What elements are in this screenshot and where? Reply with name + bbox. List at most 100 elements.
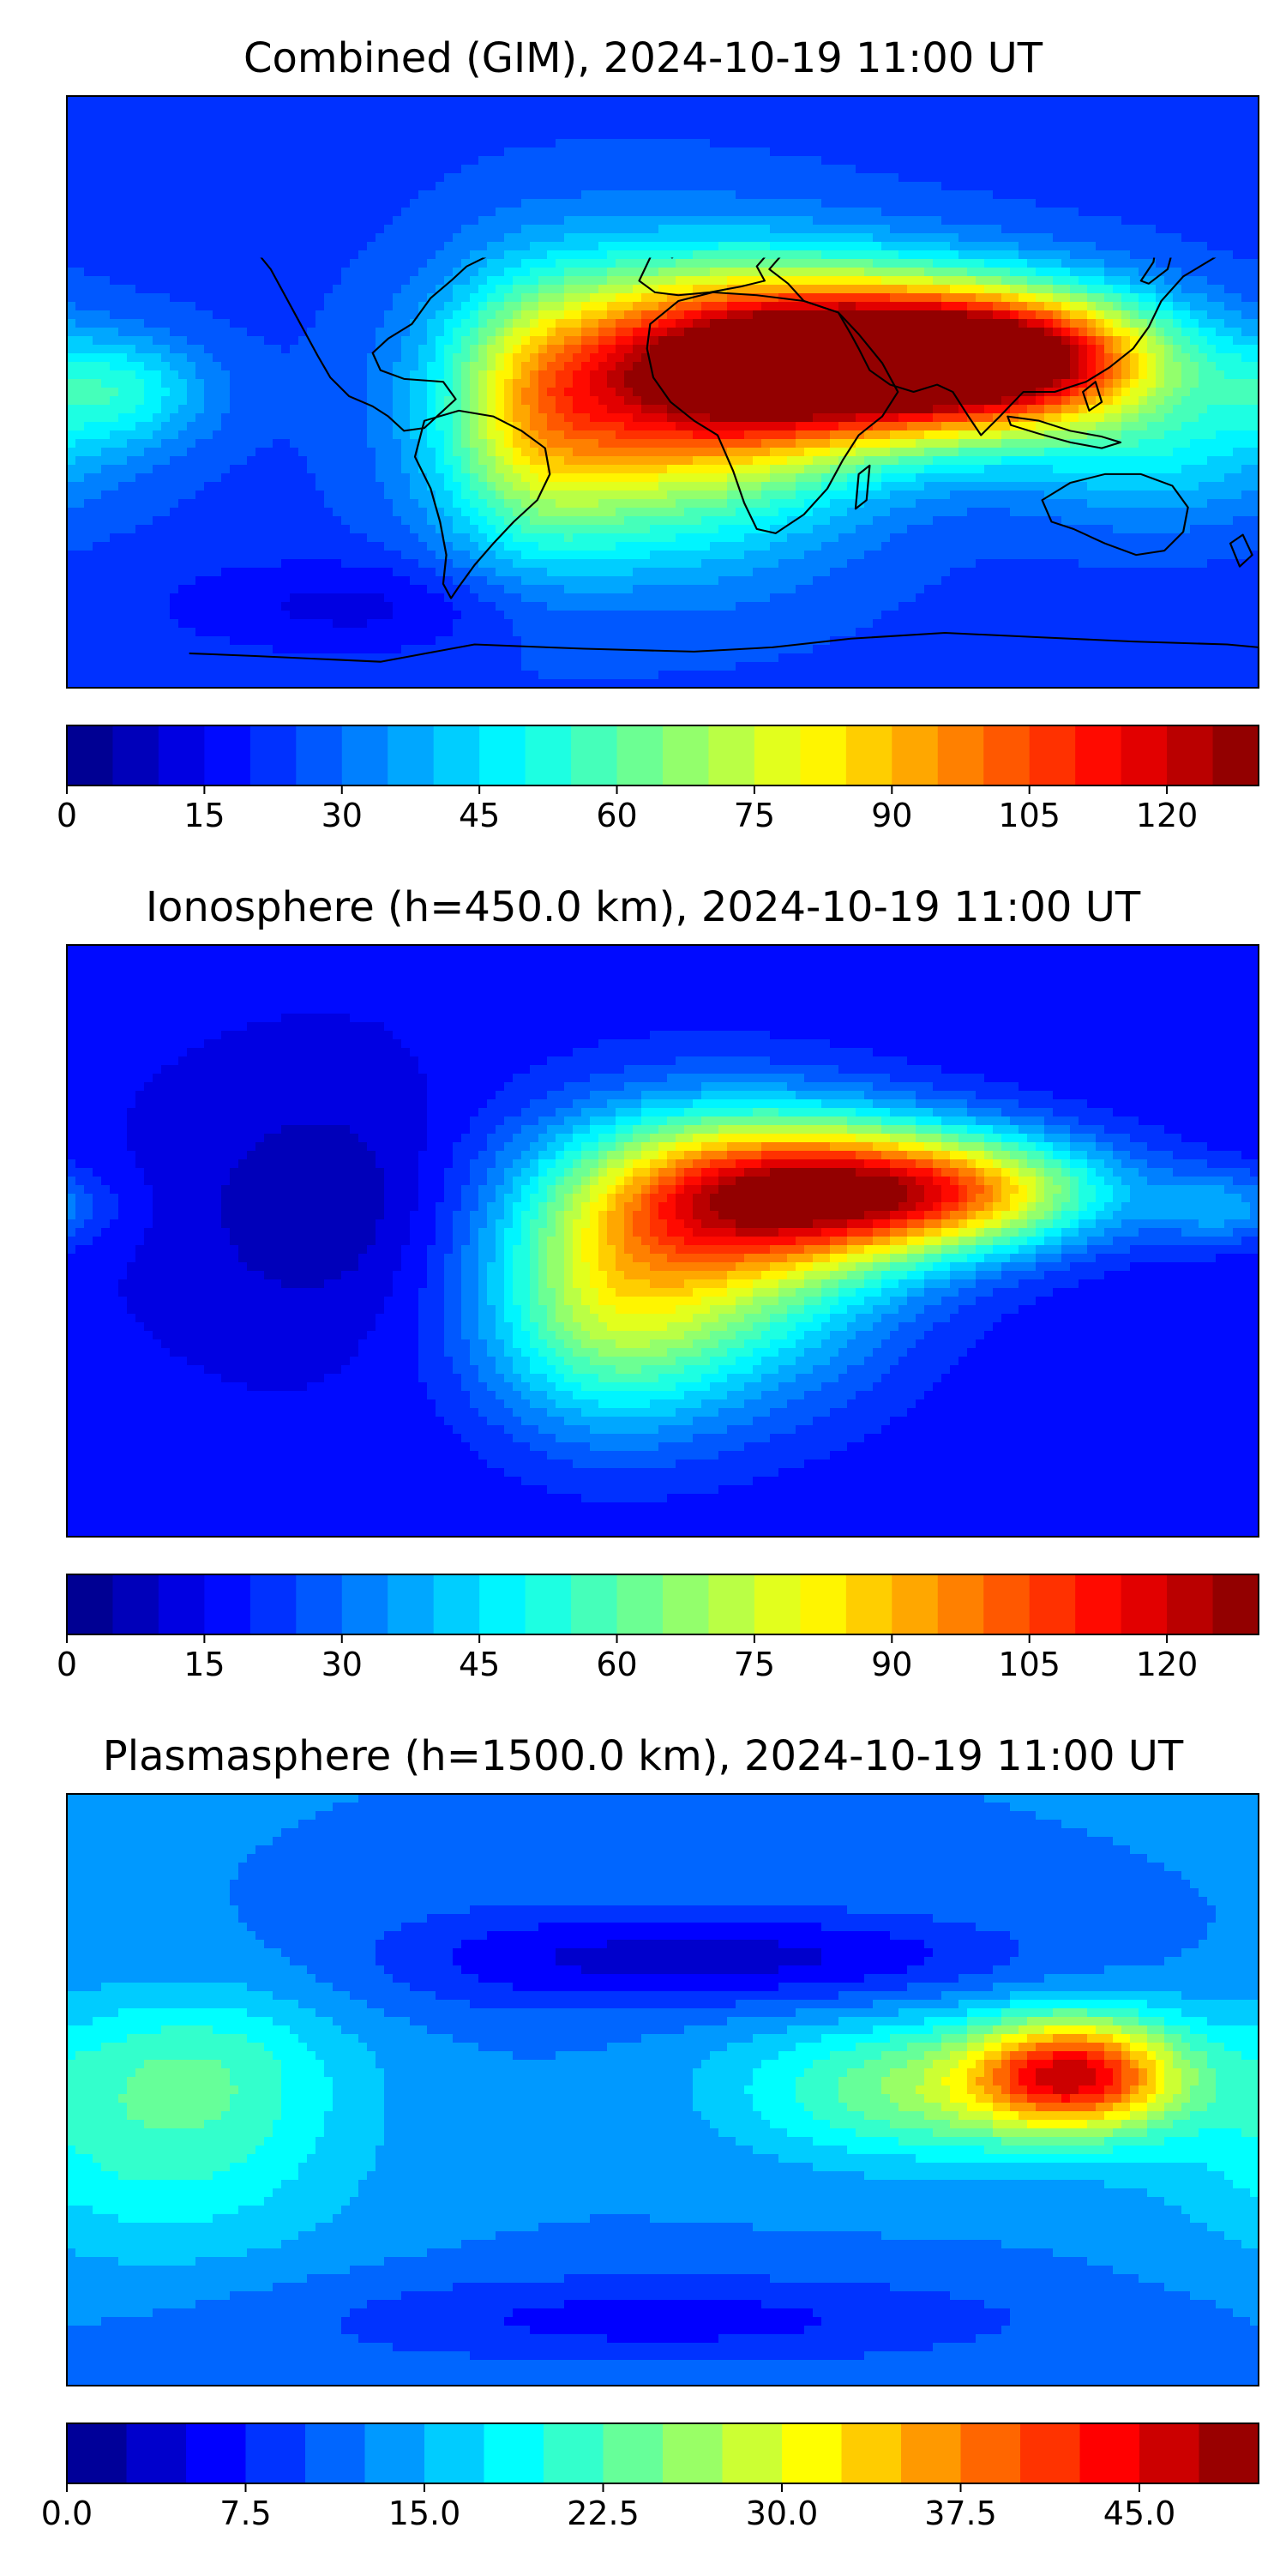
colorbar-swatch: [67, 725, 113, 785]
colorbar-swatch: [544, 2423, 604, 2483]
colorbar-swatch: [782, 2423, 842, 2483]
colorbar-swatch: [1075, 1574, 1121, 1634]
colorbar-tick-label: 15: [183, 1646, 225, 1683]
colorbar-tick-label: 60: [596, 797, 637, 834]
colorbar-tick-label: 0: [57, 797, 77, 834]
colorbar-tick-label: 15.0: [388, 2495, 461, 2532]
colorbar-swatch: [571, 725, 617, 785]
colorbar-swatch: [1167, 1574, 1213, 1634]
colorbar-tick-label: 7.5: [219, 2495, 271, 2532]
colorbar-swatch: [1213, 725, 1259, 785]
colorbar-swatch: [938, 725, 984, 785]
colorbar-swatch: [479, 1574, 526, 1634]
colorbar-swatch: [800, 1574, 846, 1634]
colorbar-swatch: [526, 725, 572, 785]
colorbar-tick-label: 0: [57, 1646, 77, 1683]
colorbar-tick-label: 30: [322, 797, 363, 834]
colorbar-swatch: [983, 725, 1030, 785]
colorbar: 0.0 7.5 15.0 22.5 30.0 37.5 45.0: [41, 2423, 1259, 2532]
colorbar-swatch: [67, 2423, 127, 2483]
colorbar-tick-label: 15: [183, 797, 225, 834]
colorbar-swatch: [961, 2423, 1021, 2483]
colorbar-swatch: [246, 2423, 306, 2483]
colorbar-swatch: [1020, 2423, 1080, 2483]
colorbar-swatch: [434, 725, 480, 785]
colorbar-swatch: [250, 1574, 297, 1634]
colorbar-swatch: [342, 1574, 388, 1634]
colorbar-swatch: [983, 1574, 1030, 1634]
colorbar-swatch: [901, 2423, 961, 2483]
colorbar-swatch: [112, 1574, 159, 1634]
colorbar-swatch: [159, 1574, 205, 1634]
colorbar-swatch: [617, 725, 664, 785]
colorbar-tick-label: 22.5: [567, 2495, 640, 2532]
colorbar-tick-label: 45: [459, 797, 500, 834]
panel-title-combined: Combined (GIM), 2024-10-19 11:00 UT: [0, 38, 1286, 79]
colorbar-swatch: [663, 1574, 709, 1634]
colorbar-tick-label: 37.5: [924, 2495, 997, 2532]
colorbar-swatch: [67, 1574, 113, 1634]
colorbar-swatch: [484, 2423, 544, 2483]
colorbar-swatch: [159, 725, 205, 785]
colorbar-swatch: [1121, 1574, 1168, 1634]
colorbar-swatch: [754, 1574, 801, 1634]
colorbar-tick-label: 90: [871, 797, 912, 834]
colorbar-swatch: [800, 725, 846, 785]
colorbar-tick-label: 45: [459, 1646, 500, 1683]
tec-field: [67, 945, 1259, 1538]
colorbar-swatch: [388, 725, 434, 785]
colorbar-swatch: [617, 1574, 664, 1634]
colorbar-swatch: [1167, 725, 1213, 785]
map-panel-2: 0.0 7.5 15.0 22.5 30.0 37.5 45.0: [41, 1794, 1259, 2532]
colorbar-tick-label: 120: [1136, 1646, 1199, 1683]
colorbar-swatch: [842, 2423, 902, 2483]
colorbar-tick-label: 0.0: [41, 2495, 93, 2532]
colorbar-tick-label: 75: [734, 1646, 775, 1683]
colorbar-tick-label: 120: [1136, 797, 1199, 834]
colorbar-tick-label: 45.0: [1103, 2495, 1176, 2532]
colorbar-swatch: [1121, 725, 1168, 785]
colorbar-swatch: [388, 1574, 434, 1634]
colorbar-swatch: [424, 2423, 484, 2483]
colorbar-tick-label: 30.0: [746, 2495, 819, 2532]
colorbar-swatch: [1080, 2423, 1140, 2483]
colorbar-swatch: [708, 725, 754, 785]
colorbar-swatch: [434, 1574, 480, 1634]
colorbar-swatch: [846, 1574, 892, 1634]
tec-field: [67, 1794, 1259, 2386]
colorbar-swatch: [127, 2423, 187, 2483]
colorbar-swatch: [305, 2423, 365, 2483]
colorbar-swatch: [938, 1574, 984, 1634]
colorbar: 0 15 30 45 60 75 90 105 120: [57, 1574, 1259, 1683]
colorbar-swatch: [754, 725, 801, 785]
colorbar-swatch: [204, 1574, 250, 1634]
colorbar-swatch: [1139, 2423, 1199, 2483]
colorbar-swatch: [1030, 725, 1076, 785]
map-panel-1: 0 15 30 45 60 75 90 105 120: [57, 945, 1259, 1683]
colorbar-swatch: [663, 2423, 723, 2483]
colorbar-tick-label: 60: [596, 1646, 637, 1683]
colorbar-tick-label: 105: [998, 1646, 1061, 1683]
colorbar-swatch: [296, 1574, 342, 1634]
colorbar-swatch: [342, 725, 388, 785]
colorbar-swatch: [846, 725, 892, 785]
panel-title-plasmasphere: Plasmasphere (h=1500.0 km), 2024-10-19 1…: [0, 1736, 1286, 1777]
colorbar-swatch: [186, 2423, 246, 2483]
colorbar-swatch: [604, 2423, 664, 2483]
colorbar-swatch: [1075, 725, 1121, 785]
colorbar-tick-label: 90: [871, 1646, 912, 1683]
colorbar-swatch: [708, 1574, 754, 1634]
colorbar-tick-label: 75: [734, 797, 775, 834]
colorbar-swatch: [892, 725, 938, 785]
colorbar-swatch: [250, 725, 297, 785]
colorbar-swatch: [204, 725, 250, 785]
colorbar-swatch: [479, 725, 526, 785]
colorbar-swatch: [1030, 1574, 1076, 1634]
colorbar-swatch: [571, 1574, 617, 1634]
colorbar-tick-label: 30: [322, 1646, 363, 1683]
colorbar-swatch: [296, 725, 342, 785]
